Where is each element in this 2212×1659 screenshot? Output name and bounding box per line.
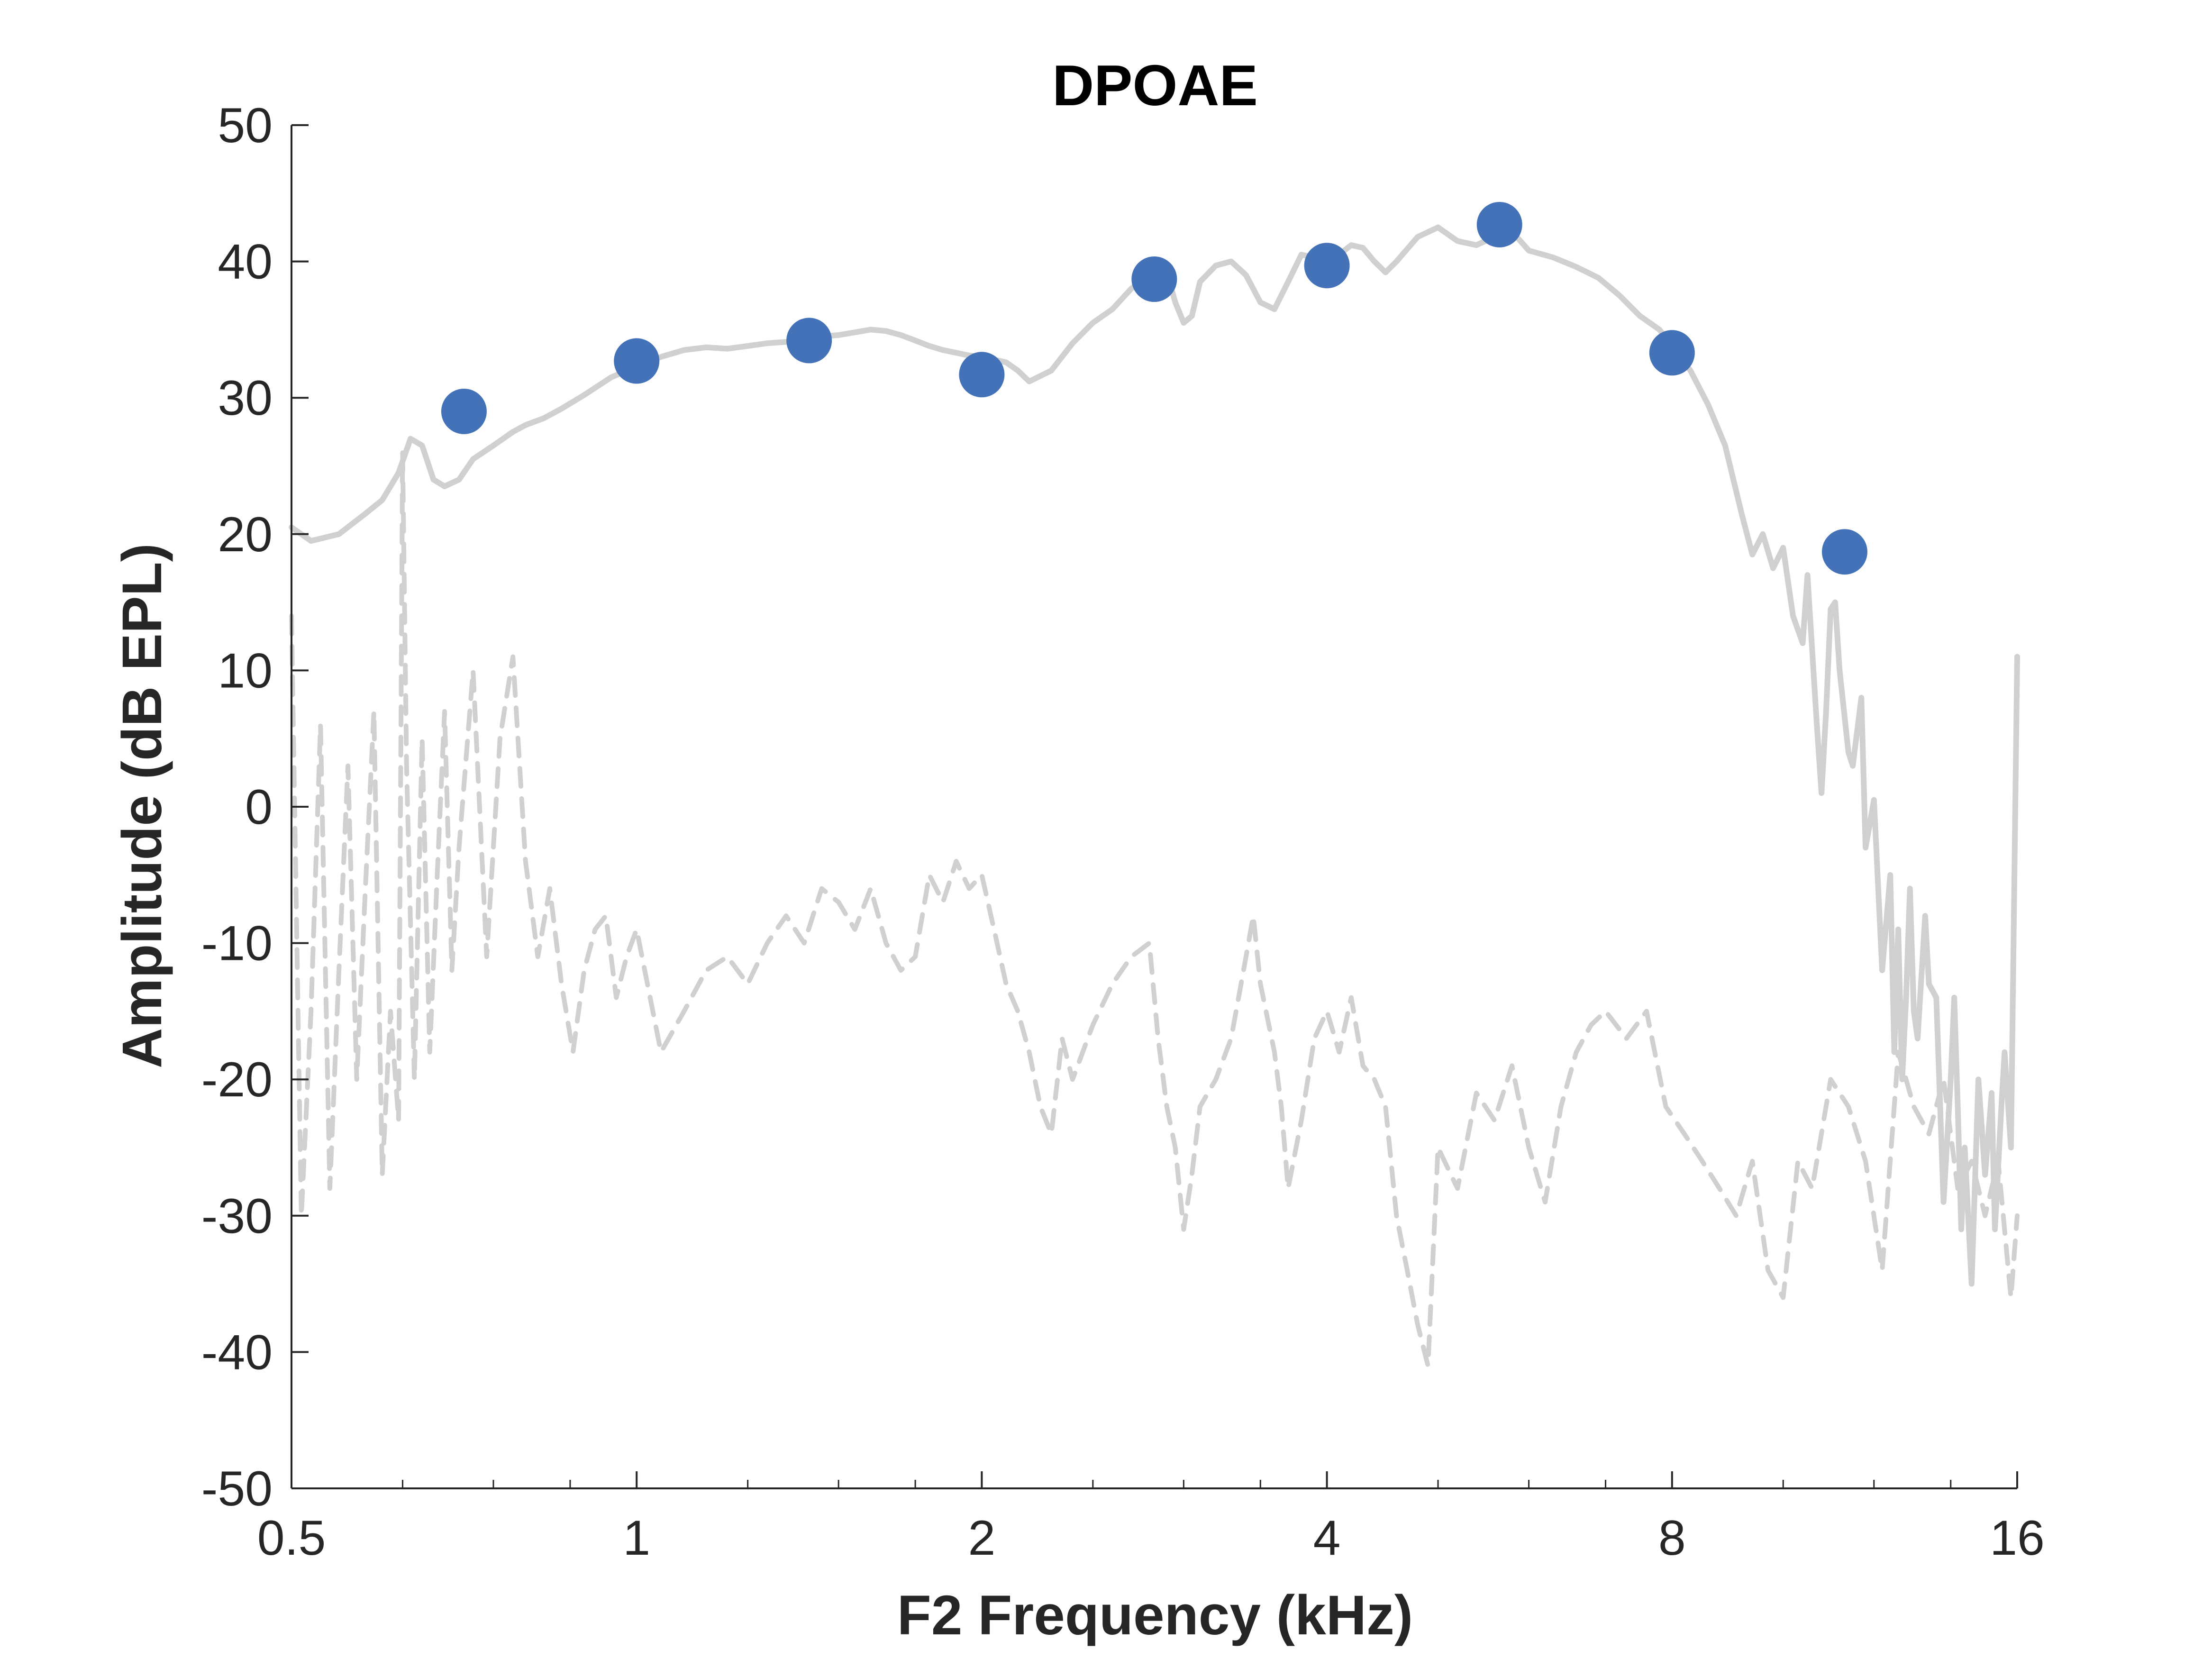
x-tick-label: 8 <box>1658 1511 1686 1566</box>
x-tick-label: 4 <box>1313 1511 1341 1566</box>
dpoae-response-line <box>289 224 2020 1287</box>
dp-point-4 <box>1131 256 1177 302</box>
y-tick-label: -30 <box>201 1189 273 1244</box>
y-axis-label: Amplitude (dB EPL) <box>111 543 173 1068</box>
y-tick-label: 10 <box>218 643 273 698</box>
y-tick-label: -10 <box>201 916 273 971</box>
dp-point-5 <box>1304 243 1350 289</box>
y-tick-label: 0 <box>245 780 273 835</box>
dp-point-7 <box>1649 330 1695 376</box>
noise-floor-line <box>289 450 2020 1368</box>
y-tick-label: 50 <box>218 98 273 153</box>
dp-point-2 <box>786 318 832 364</box>
y-tick-label: -20 <box>201 1052 273 1107</box>
y-tick-label: -40 <box>201 1325 273 1380</box>
dp-point-6 <box>1476 201 1522 247</box>
dp-point-1 <box>614 338 660 384</box>
y-tick-label: 30 <box>218 371 273 426</box>
x-axis-label: F2 Frequency (kHz) <box>897 1584 1413 1647</box>
x-tick-label: 0.5 <box>257 1511 326 1566</box>
dp-point-0 <box>441 388 487 434</box>
dp-point-8 <box>1821 529 1867 575</box>
axes: 50 40 30 20 10 0 -10 -20 -30 -40 -500.5 1 2 4 8 16 <box>201 98 2045 1566</box>
x-tick-label: 16 <box>1990 1511 2045 1566</box>
y-tick-label: 20 <box>218 507 273 562</box>
series-layer <box>289 201 2020 1368</box>
x-tick-label: 1 <box>623 1511 650 1566</box>
chart-title: DPOAE <box>1052 53 1258 118</box>
y-tick-label: -50 <box>201 1461 273 1516</box>
x-tick-label: 2 <box>968 1511 995 1566</box>
y-tick-label: 40 <box>218 235 273 290</box>
dp-point-3 <box>959 352 1005 398</box>
